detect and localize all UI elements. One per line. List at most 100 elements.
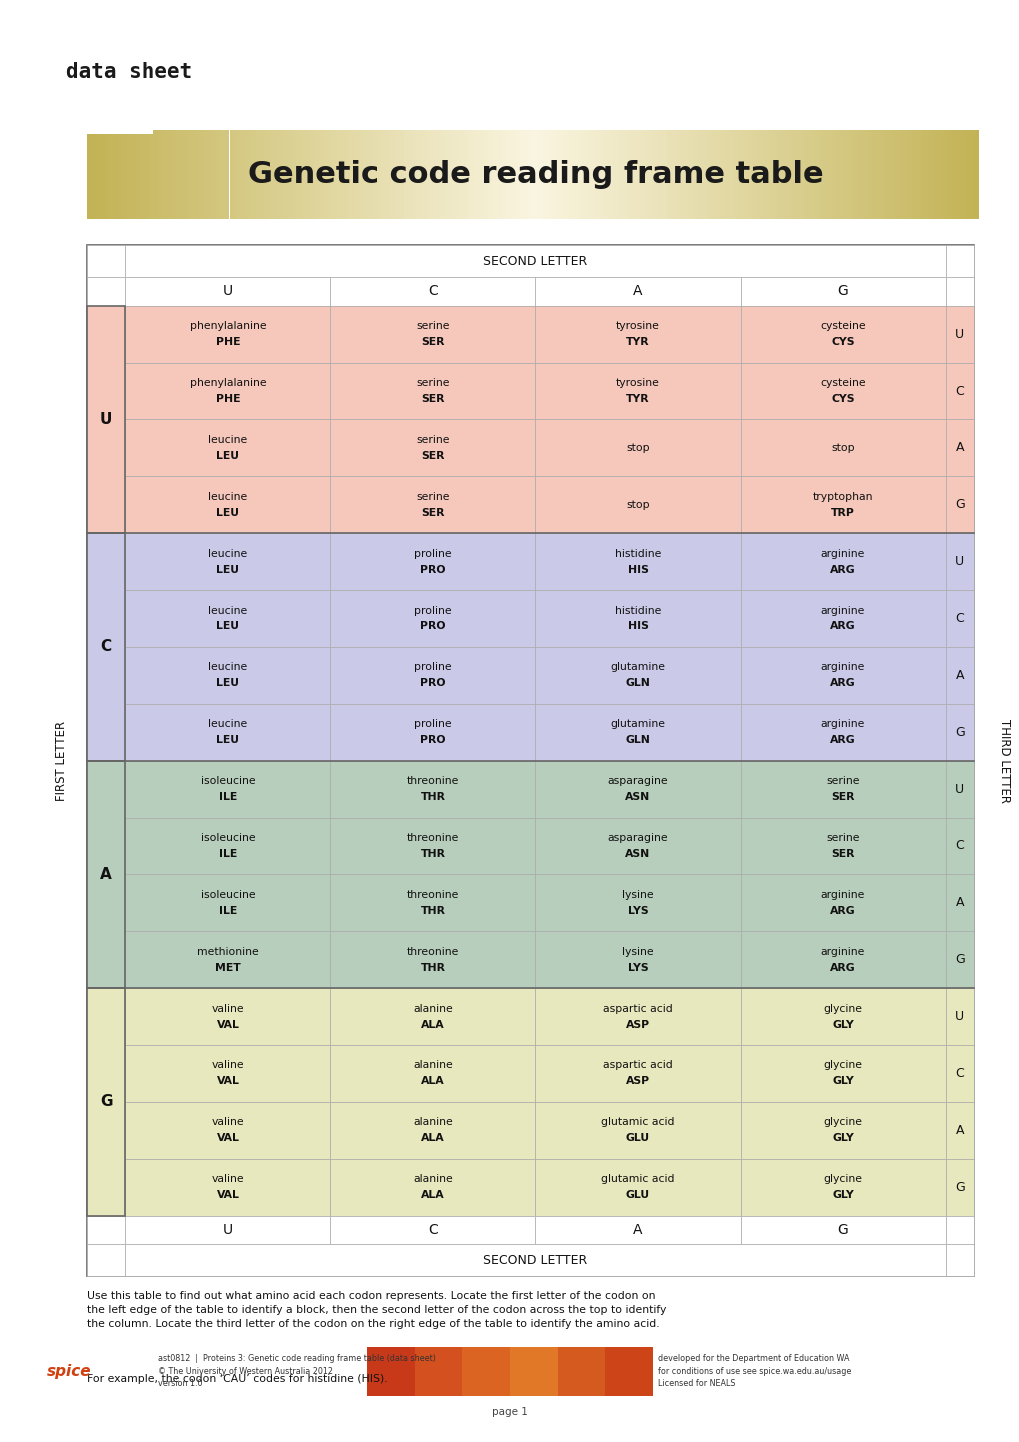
Bar — [618, 130, 622, 219]
Bar — [903, 130, 907, 219]
Bar — [87, 988, 125, 1216]
Bar — [653, 130, 657, 219]
Bar — [862, 130, 867, 219]
Bar — [945, 704, 973, 761]
Bar — [773, 130, 777, 219]
Text: proline: proline — [414, 606, 451, 616]
Bar — [729, 130, 733, 219]
Bar — [291, 130, 297, 219]
Text: serine: serine — [416, 378, 449, 388]
Text: histidine: histidine — [614, 606, 660, 616]
Bar — [889, 130, 894, 219]
Bar — [125, 704, 330, 761]
Text: leucine: leucine — [208, 662, 248, 672]
Bar — [327, 130, 332, 219]
Text: threonine: threonine — [407, 890, 459, 900]
Text: serine: serine — [416, 492, 449, 502]
Bar — [719, 130, 725, 219]
Text: threonine: threonine — [407, 833, 459, 844]
Bar — [233, 130, 238, 219]
Bar — [612, 130, 618, 219]
Bar — [925, 130, 929, 219]
Bar — [145, 130, 149, 219]
Bar — [87, 306, 125, 534]
Bar — [586, 130, 590, 219]
Text: ARG: ARG — [829, 735, 855, 746]
Bar — [125, 362, 330, 420]
Text: SER: SER — [421, 337, 444, 348]
Bar — [398, 130, 404, 219]
Bar — [945, 306, 973, 362]
Text: ASN: ASN — [625, 792, 650, 802]
Text: tryptophan: tryptophan — [812, 492, 872, 502]
Bar — [229, 130, 233, 219]
Bar — [813, 130, 817, 219]
Bar — [203, 130, 207, 219]
Bar — [945, 245, 973, 277]
Text: PHE: PHE — [215, 337, 240, 348]
Text: glycine: glycine — [822, 1004, 862, 1014]
Bar — [87, 761, 125, 988]
Bar — [671, 130, 675, 219]
Bar — [809, 130, 813, 219]
Bar — [535, 1102, 740, 1159]
Bar — [675, 130, 680, 219]
Bar — [113, 130, 118, 219]
Text: ALA: ALA — [421, 1190, 444, 1200]
Bar — [265, 130, 269, 219]
Text: SER: SER — [421, 508, 444, 518]
Bar — [845, 130, 849, 219]
Bar — [689, 130, 693, 219]
Text: THR: THR — [420, 963, 445, 973]
Bar — [535, 306, 740, 362]
Text: glycine: glycine — [822, 1060, 862, 1070]
Bar — [87, 245, 125, 277]
Bar — [535, 647, 740, 704]
Bar — [791, 130, 796, 219]
Bar — [430, 130, 434, 219]
Bar — [956, 130, 961, 219]
Bar — [680, 130, 684, 219]
Bar — [945, 590, 973, 647]
Text: cysteine: cysteine — [819, 322, 865, 332]
Bar — [836, 130, 840, 219]
Bar — [755, 130, 760, 219]
Text: glycine: glycine — [822, 1118, 862, 1128]
Bar — [501, 130, 505, 219]
Text: THR: THR — [420, 906, 445, 916]
Text: phenylalanine: phenylalanine — [190, 322, 266, 332]
Bar — [359, 130, 363, 219]
Text: alanine: alanine — [413, 1118, 452, 1128]
Bar — [760, 130, 764, 219]
Bar — [105, 130, 109, 219]
Bar — [314, 130, 319, 219]
Bar — [252, 130, 256, 219]
Text: threonine: threonine — [407, 776, 459, 786]
Bar — [740, 1159, 945, 1216]
Text: stop: stop — [830, 443, 854, 453]
Bar — [125, 590, 330, 647]
Text: VAL: VAL — [216, 1076, 239, 1086]
Bar — [582, 130, 586, 219]
Bar — [372, 130, 376, 219]
Bar — [184, 130, 190, 219]
Bar — [330, 932, 535, 988]
Bar — [125, 1216, 330, 1244]
Bar — [711, 130, 715, 219]
Bar — [330, 476, 535, 534]
Bar — [125, 1102, 330, 1159]
Bar — [916, 130, 920, 219]
Bar — [535, 874, 740, 932]
Text: LYS: LYS — [627, 906, 648, 916]
Bar — [945, 1045, 973, 1102]
Bar — [884, 130, 890, 219]
Bar — [176, 130, 180, 219]
Text: U: U — [223, 1223, 232, 1237]
Bar — [330, 1102, 535, 1159]
Bar — [310, 130, 314, 219]
Bar — [626, 130, 631, 219]
Text: CYS: CYS — [830, 394, 854, 404]
Bar — [787, 130, 791, 219]
Bar — [603, 130, 608, 219]
Text: VAL: VAL — [216, 1133, 239, 1144]
